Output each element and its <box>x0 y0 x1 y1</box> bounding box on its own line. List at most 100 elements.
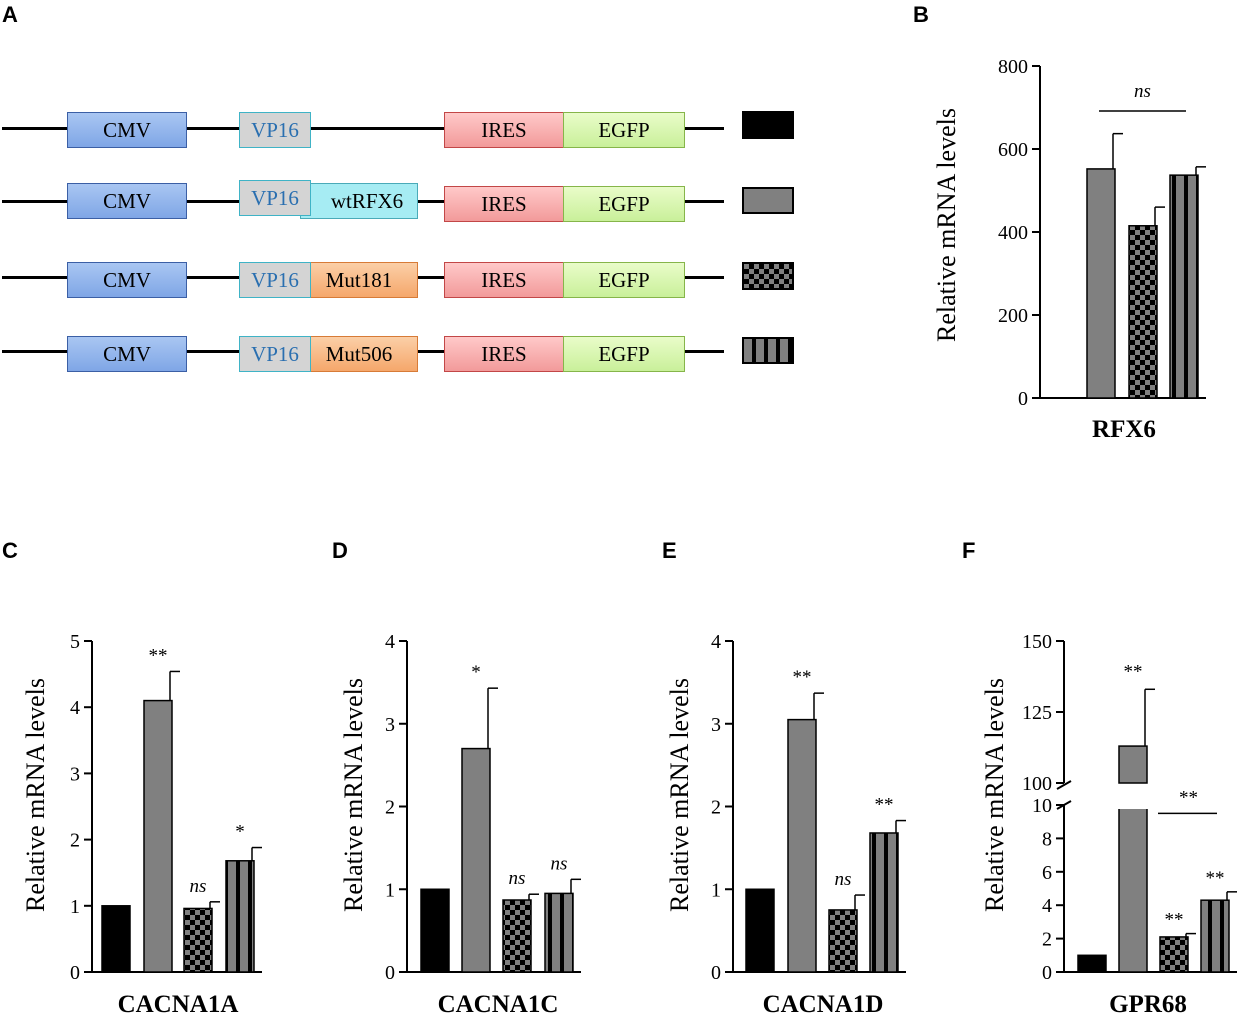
ires-box: IRES <box>444 186 564 222</box>
vp16-box: VP16 <box>239 262 311 298</box>
y-tick-label-e: 3 <box>711 714 721 736</box>
bar-lower-f-wtrfx6 <box>1118 804 1148 973</box>
y-tick-label-c: 3 <box>70 763 80 785</box>
egfp-box: EGFP <box>563 112 685 148</box>
y-axis-label-f: Relative mRNA levels <box>980 678 1009 912</box>
sig-bracket-label-f: ** <box>1179 787 1198 808</box>
sig-label-d-mut506: ns <box>551 853 568 874</box>
sig-label-c-mut181: ns <box>190 876 207 897</box>
bar-f-mut181 <box>1159 936 1189 973</box>
bar-c-wtrfx6 <box>143 699 173 973</box>
egfp-box: EGFP <box>563 186 685 222</box>
x-axis-label-b: RFX6 <box>1092 416 1156 443</box>
bar-c-mut181 <box>183 907 213 973</box>
bar-e-wtrfx6 <box>787 718 817 973</box>
vp16-box: VP16 <box>239 112 311 148</box>
legend-solid-black <box>742 111 794 139</box>
x-axis-label-c: CACNA1A <box>118 991 239 1017</box>
bar-f-mut506 <box>1200 899 1230 973</box>
y-tick-label-f: 0 <box>1042 962 1052 984</box>
y-tick-label-e: 2 <box>711 797 721 819</box>
axis-break-mark-f <box>1056 780 1072 790</box>
bar-upper-f-wtrfx6 <box>1118 745 1148 784</box>
ires-box: IRES <box>444 336 564 372</box>
y-tick-label-e: 4 <box>711 631 721 653</box>
sig-label-e-wtrfx6: ** <box>793 667 812 688</box>
sig-bracket-label-b: ns <box>1134 81 1151 102</box>
ires-box: IRES <box>444 262 564 298</box>
panel-label-f: F <box>962 538 976 563</box>
bar-e-mut181 <box>828 909 858 973</box>
y-tick-label-c: 2 <box>70 830 80 852</box>
sig-label-e-mut506: ** <box>875 795 894 816</box>
y-tick-label-c: 1 <box>70 896 80 918</box>
y-tick-label-f: 8 <box>1042 828 1052 850</box>
y-axis-label-e: Relative mRNA levels <box>665 678 694 912</box>
y-tick-label-f: 100 <box>1022 773 1052 795</box>
panel-label-a: A <box>2 2 18 27</box>
legend-checkered <box>742 262 794 290</box>
x-axis-label-f: GPR68 <box>1109 991 1187 1017</box>
bar-f-control <box>1077 954 1107 973</box>
panel-label-e: E <box>662 538 677 563</box>
y-tick-label-f: 10 <box>1032 795 1052 817</box>
egfp-box: EGFP <box>563 262 685 298</box>
y-tick-label-b: 400 <box>998 222 1028 244</box>
panel-label-b: B <box>913 2 929 27</box>
panel-label-d: D <box>332 538 348 563</box>
vp16-box: VP16 <box>239 180 311 216</box>
egfp-box: EGFP <box>563 336 685 372</box>
construct-diagram: CMV VP16 IRES EGFP CMV wtRFX6 VP16 IRES … <box>0 0 820 420</box>
y-tick-label-f: 150 <box>1022 631 1052 653</box>
sig-label-f-mut506: ** <box>1206 868 1225 889</box>
y-tick-label-c: 0 <box>70 962 80 984</box>
y-tick-label-b: 0 <box>1018 388 1028 410</box>
cmv-box: CMV <box>67 262 187 298</box>
bar-d-wtrfx6 <box>461 747 491 973</box>
y-tick-label-f: 2 <box>1042 929 1052 951</box>
wtrfx6-box: wtRFX6 <box>300 183 418 219</box>
y-axis-label-c: Relative mRNA levels <box>21 678 50 912</box>
bar-e-mut506 <box>869 832 899 973</box>
y-tick-label-f: 6 <box>1042 862 1052 884</box>
y-tick-label-c: 4 <box>70 697 80 719</box>
y-tick-label-d: 3 <box>385 714 395 736</box>
vp16-box: VP16 <box>239 336 311 372</box>
ires-box: IRES <box>444 112 564 148</box>
y-tick-label-b: 200 <box>998 305 1028 327</box>
sig-label-c-mut506: * <box>235 822 245 843</box>
cmv-box: CMV <box>67 336 187 372</box>
y-tick-label-d: 1 <box>385 879 395 901</box>
y-tick-label-b: 800 <box>998 56 1028 78</box>
cmv-box: CMV <box>67 183 187 219</box>
y-tick-label-e: 0 <box>711 962 721 984</box>
bar-b-mut181 <box>1128 225 1158 399</box>
legend-solid-gray <box>742 187 794 214</box>
cmv-box: CMV <box>67 112 187 148</box>
sig-label-c-wtrfx6: ** <box>149 645 168 666</box>
bar-c-mut506 <box>225 860 255 973</box>
sig-label-f-wtrfx6: ** <box>1124 661 1143 682</box>
y-tick-label-b: 600 <box>998 139 1028 161</box>
y-axis-label-b: Relative mRNA levels <box>932 108 961 342</box>
y-tick-label-d: 0 <box>385 962 395 984</box>
sig-label-f-mut181: ** <box>1165 910 1184 931</box>
y-tick-label-c: 5 <box>70 631 80 653</box>
bar-break-gap-f <box>1118 784 1148 809</box>
mut181-box: Mut181 <box>300 262 418 298</box>
mut506-box: Mut506 <box>300 336 418 372</box>
x-axis-label-d: CACNA1C <box>438 991 559 1017</box>
legend-striped <box>742 337 794 364</box>
bar-b-mut506 <box>1169 174 1199 399</box>
y-tick-label-e: 1 <box>711 879 721 901</box>
y-tick-label-d: 2 <box>385 797 395 819</box>
bar-c-control <box>101 905 131 973</box>
y-axis-label-d: Relative mRNA levels <box>339 678 368 912</box>
y-tick-label-f: 4 <box>1042 895 1052 917</box>
sig-label-d-wtrfx6: * <box>471 662 481 683</box>
sig-label-e-mut181: ns <box>835 869 852 890</box>
sig-label-d-mut181: ns <box>509 868 526 889</box>
bar-d-mut181 <box>502 899 532 973</box>
bar-d-control <box>420 888 450 973</box>
